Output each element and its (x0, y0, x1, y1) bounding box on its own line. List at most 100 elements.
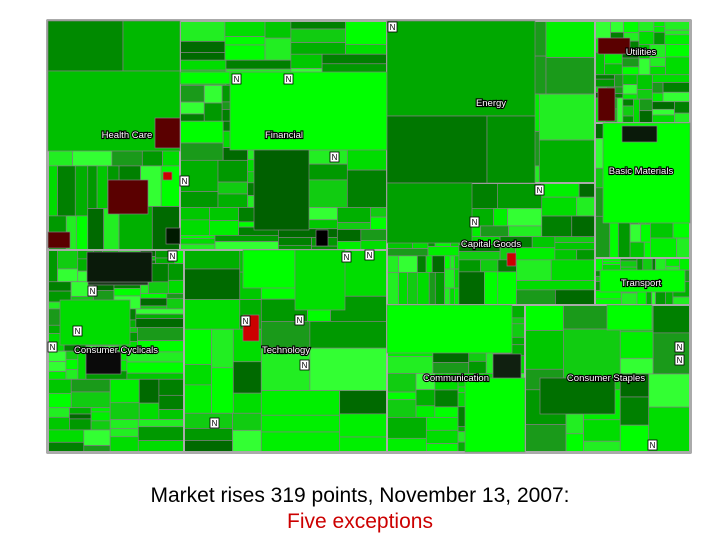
news-marker[interactable]: N (294, 314, 305, 326)
stock-tile (665, 56, 691, 76)
stock-tile (47, 350, 67, 362)
large-stock-tile (539, 377, 616, 415)
stock-tile (232, 361, 262, 394)
news-marker-letter: N (332, 153, 338, 162)
stock-tile (345, 20, 388, 45)
news-marker[interactable]: N (647, 439, 658, 451)
stock-tile (74, 165, 89, 217)
stock-tile (224, 20, 266, 37)
stock-tile (179, 101, 205, 115)
stock-tile (622, 105, 634, 117)
stock-tile (260, 321, 311, 348)
stock-tile (183, 428, 233, 441)
stock-tile (179, 219, 210, 236)
news-marker[interactable]: N (341, 251, 352, 263)
stock-tile (126, 372, 185, 380)
news-marker-letter: N (50, 343, 56, 352)
stock-tile (622, 98, 634, 107)
large-stock-tile (229, 71, 388, 151)
stock-tile (507, 208, 543, 227)
stock-tile (619, 331, 654, 359)
stock-tile (336, 207, 371, 223)
stock-tile (290, 20, 346, 30)
stock-tile (653, 26, 666, 33)
stock-tile (109, 428, 139, 438)
stock-tile (179, 20, 226, 42)
stock-tile (594, 74, 615, 80)
stock-tile (260, 414, 341, 433)
stock-tile (47, 371, 67, 380)
stock-tile (47, 281, 72, 292)
stock-tile (643, 241, 651, 259)
news-marker[interactable]: N (387, 21, 398, 33)
stock-tile (653, 31, 666, 45)
stock-tile (69, 418, 92, 431)
stock-tile (179, 238, 216, 245)
stock-tile (604, 63, 623, 76)
stock-tile (524, 424, 567, 453)
news-marker[interactable]: N (534, 184, 545, 196)
stock-tile-dark (165, 227, 181, 245)
stock-tile (515, 247, 556, 261)
stock-tile (386, 272, 399, 306)
large-stock-tile (464, 377, 526, 453)
stock-tile (622, 115, 634, 124)
news-marker-box (167, 250, 178, 262)
news-marker-box (647, 439, 658, 451)
news-marker[interactable]: N (167, 250, 178, 262)
news-marker[interactable]: N (240, 315, 251, 327)
stock-tile (619, 357, 654, 375)
news-marker-letter: N (243, 317, 249, 326)
large-stock-tile (599, 269, 686, 293)
news-marker-box (231, 73, 242, 85)
stock-tile-dark (85, 351, 122, 375)
news-marker[interactable]: N (674, 354, 685, 366)
stock-tile (135, 308, 185, 315)
stock-tile (179, 207, 210, 221)
large-stock-tile (59, 299, 131, 346)
news-marker[interactable]: N (47, 341, 58, 353)
large-stock-tile (242, 249, 296, 289)
stock-tile (386, 416, 427, 439)
stock-tile (47, 416, 70, 431)
stock-tile (278, 237, 312, 246)
stock-tile (622, 84, 638, 95)
stock-tile (90, 407, 111, 413)
stock-tile (432, 362, 470, 374)
stock-tile (47, 378, 72, 394)
news-marker[interactable]: N (364, 249, 375, 261)
stock-tile (57, 268, 79, 283)
stock-tile (47, 429, 85, 443)
stock-tile (454, 268, 460, 289)
sector-label-energy: Energy (476, 98, 506, 109)
stock-tile (339, 436, 388, 453)
news-marker-letter: N (182, 177, 188, 186)
stock-tile (203, 84, 223, 104)
news-marker-box (387, 21, 398, 33)
stock-tile (407, 272, 418, 306)
stock-tile (87, 208, 105, 251)
news-marker[interactable]: N (299, 359, 310, 371)
news-marker[interactable]: N (209, 417, 220, 429)
stock-tile (179, 59, 227, 71)
stock-tile (57, 165, 76, 217)
stock-tile (70, 391, 111, 409)
news-marker[interactable]: N (329, 151, 340, 163)
news-marker[interactable]: N (674, 341, 685, 353)
news-marker-letter: N (212, 419, 218, 428)
news-marker[interactable]: N (469, 216, 480, 228)
news-marker[interactable]: N (283, 73, 294, 85)
stock-tile (47, 249, 58, 283)
stock-tile (648, 373, 691, 408)
stock-tile (47, 441, 85, 453)
stock-tile (416, 255, 427, 273)
news-marker[interactable]: N (87, 285, 98, 297)
news-marker[interactable]: N (179, 175, 190, 187)
stock-tile (640, 223, 651, 243)
stock-tile (69, 407, 92, 415)
news-marker[interactable]: N (231, 73, 242, 85)
news-marker[interactable]: N (72, 325, 83, 337)
stock-tile (137, 440, 185, 453)
sector-label-transport: Transport (621, 278, 662, 289)
stock-tile (109, 378, 140, 404)
